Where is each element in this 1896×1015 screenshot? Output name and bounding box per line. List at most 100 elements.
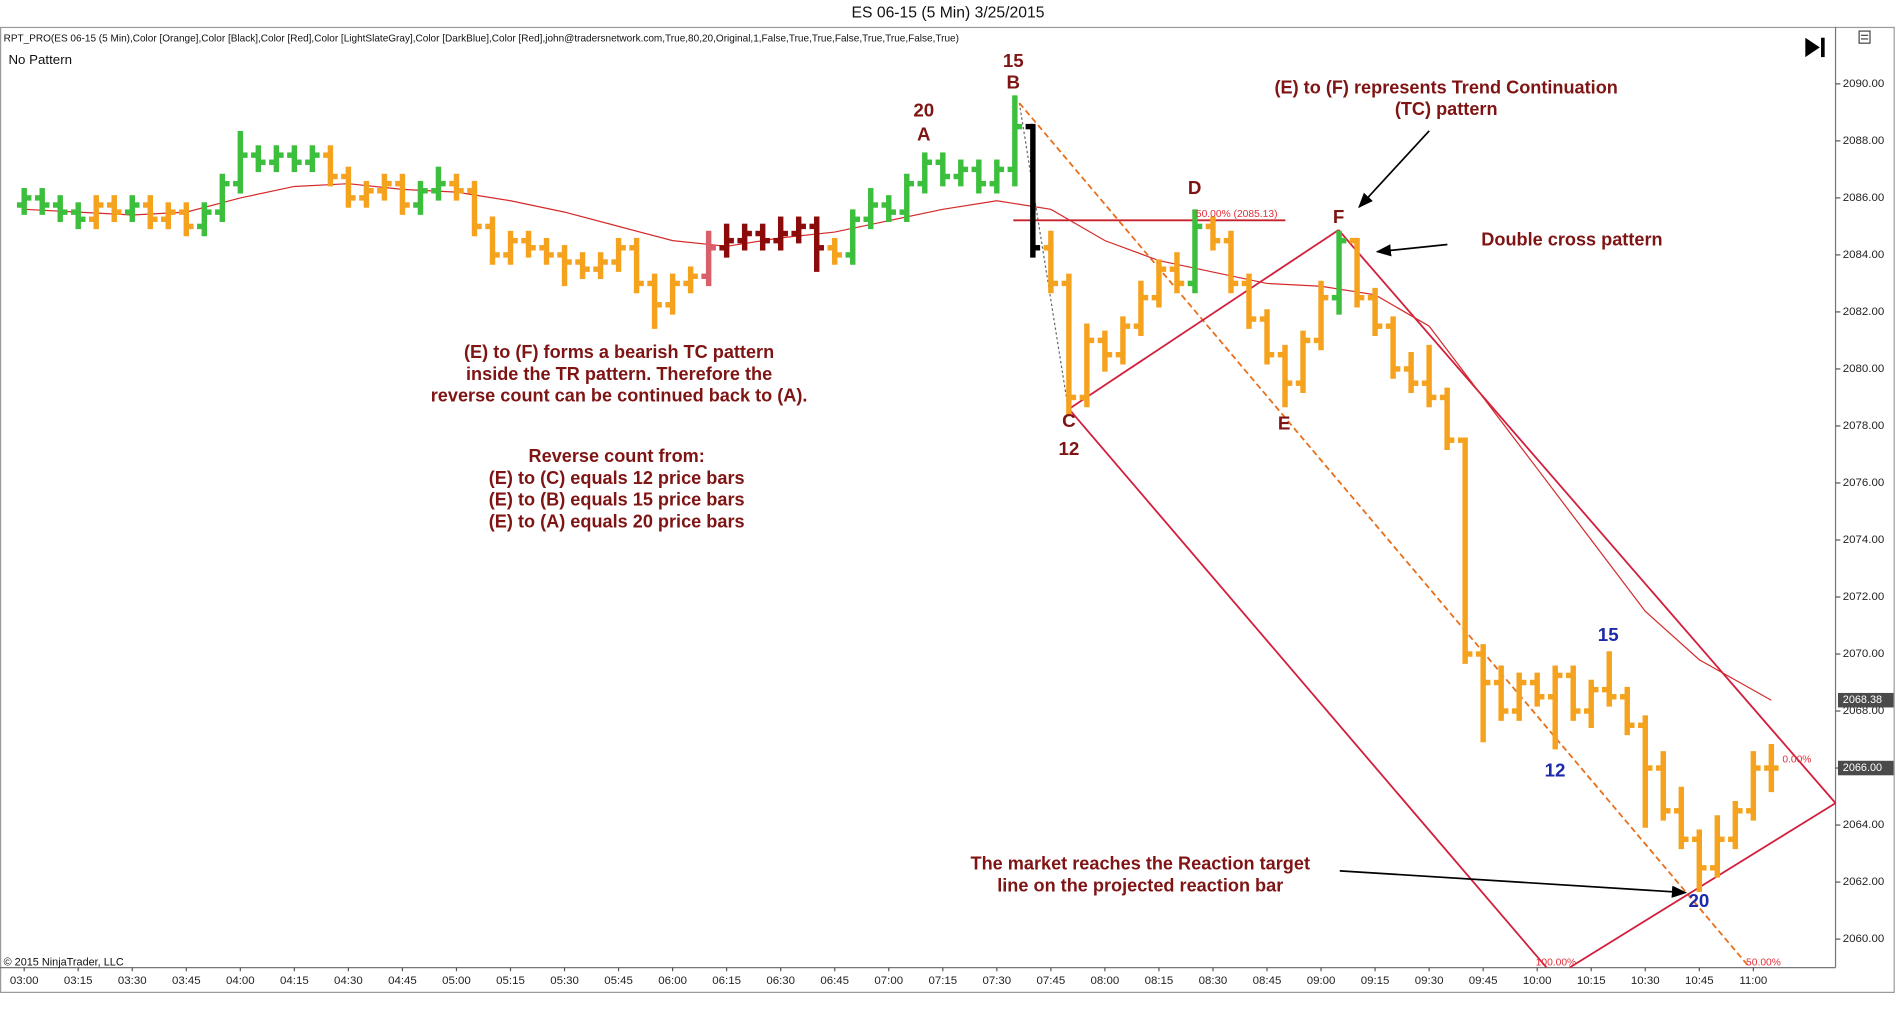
y-tick-label: 2082.00 — [1843, 306, 1884, 318]
price-bar — [737, 223, 752, 251]
price-bar — [1097, 330, 1113, 372]
price-bar — [1133, 280, 1149, 337]
price-bar — [179, 202, 194, 237]
price-bar — [1547, 665, 1563, 750]
x-tick-label: 10:00 — [1523, 975, 1552, 987]
x-tick-label: 06:30 — [766, 975, 795, 987]
annotation: Reverse count from: — [529, 446, 705, 466]
x-tick-label: 04:15 — [280, 975, 309, 987]
price-bar — [70, 202, 86, 230]
point-label: 20 — [913, 99, 934, 120]
price-bar — [1656, 751, 1671, 821]
x-tick-label: 03:00 — [10, 975, 39, 987]
price-bar — [1583, 679, 1599, 729]
annotations: (E) to (F) represents Trend Continuation… — [431, 50, 1812, 969]
price-bar — [1079, 323, 1095, 408]
price-bar — [881, 195, 897, 222]
point-label: E — [1278, 413, 1291, 434]
x-tick-label: 04:45 — [388, 975, 417, 987]
target-line — [1569, 802, 1837, 969]
price-bar — [1187, 209, 1203, 294]
y-tick-label: 2068.00 — [1843, 705, 1884, 717]
chart-title: ES 06-15 (5 Min) 3/25/2015 — [852, 5, 1045, 22]
price-bar — [773, 216, 788, 251]
price-bar — [1674, 786, 1689, 850]
price-bar — [233, 131, 248, 194]
y-tick-label: 2060.00 — [1843, 933, 1884, 945]
annotation: (E) to (C) equals 12 price bars — [489, 468, 745, 488]
price-bar — [1295, 330, 1311, 394]
count-label: 15 — [1598, 624, 1619, 645]
price-bar — [1619, 686, 1635, 736]
y-tick-label: 2070.00 — [1843, 648, 1884, 660]
price-bar — [1638, 715, 1653, 828]
status-label: No Pattern — [8, 52, 72, 67]
play-icon[interactable] — [1805, 37, 1825, 58]
x-tick-label: 04:00 — [226, 975, 255, 987]
price-bar — [1493, 665, 1509, 721]
price-bar — [1043, 230, 1059, 294]
price-bar — [989, 159, 1005, 194]
price-bar — [845, 209, 860, 265]
c-f-line — [1068, 229, 1340, 410]
price-bar — [485, 216, 500, 265]
price-bar — [917, 152, 933, 194]
price-bar — [1025, 123, 1041, 258]
y-tick-label: 2080.00 — [1843, 363, 1884, 375]
annotation: line on the projected reaction bar — [997, 875, 1283, 895]
price-bar — [143, 195, 158, 230]
price-bar — [899, 173, 915, 222]
price-bar — [1764, 743, 1779, 793]
x-tick-label: 09:45 — [1469, 975, 1498, 987]
price-bar — [1421, 344, 1437, 408]
price-bar — [1205, 216, 1221, 251]
price-marker — [1837, 760, 1894, 776]
price-bar — [52, 195, 68, 222]
price-bar — [251, 145, 266, 173]
price-bar — [1601, 651, 1617, 707]
price-bar — [106, 195, 122, 222]
price-bar — [1710, 815, 1725, 878]
price-bar — [1115, 316, 1131, 365]
price-bar — [197, 202, 212, 237]
frame — [0, 26, 1895, 993]
price-bar — [269, 145, 284, 173]
lower-channel — [1068, 408, 1548, 969]
price-bar — [791, 216, 806, 244]
price-bar — [377, 173, 392, 201]
price-bar — [88, 195, 104, 230]
y-tick-label: 2076.00 — [1843, 477, 1884, 489]
point-label: A — [917, 124, 931, 145]
menu-icon[interactable] — [1858, 30, 1871, 44]
x-tick-label: 08:00 — [1091, 975, 1120, 987]
x-tick-label: 05:00 — [442, 975, 471, 987]
price-bar — [1169, 252, 1185, 294]
annotation: The market reaches the Reaction target — [971, 854, 1310, 874]
count-label: 20 — [1688, 890, 1709, 911]
midline — [1018, 102, 1751, 969]
price-bar — [935, 152, 951, 187]
price-bar — [1475, 644, 1491, 743]
price-bar — [557, 245, 572, 287]
price-marker-label: 2068.38 — [1843, 694, 1882, 706]
fib-label: 50.00% (2085.13) — [1196, 209, 1278, 220]
price-bar — [1349, 237, 1365, 308]
x-tick-label: 05:30 — [550, 975, 579, 987]
y-tick-label: 2086.00 — [1843, 192, 1884, 204]
price-bar — [1728, 800, 1743, 850]
price-bar — [16, 188, 32, 215]
upper-channel — [1337, 229, 1837, 804]
fib-label: 50.00% — [1746, 957, 1781, 968]
x-tick-label: 09:00 — [1307, 975, 1336, 987]
price-bar — [161, 202, 176, 230]
x-tick-label: 06:45 — [820, 975, 849, 987]
annotation: Double cross pattern — [1481, 230, 1662, 250]
arrow — [1375, 243, 1448, 257]
x-tick-label: 08:15 — [1145, 975, 1174, 987]
price-marker — [1837, 692, 1894, 708]
price-bar — [1007, 95, 1023, 187]
price-bar — [611, 237, 626, 272]
price-bar — [953, 159, 969, 187]
